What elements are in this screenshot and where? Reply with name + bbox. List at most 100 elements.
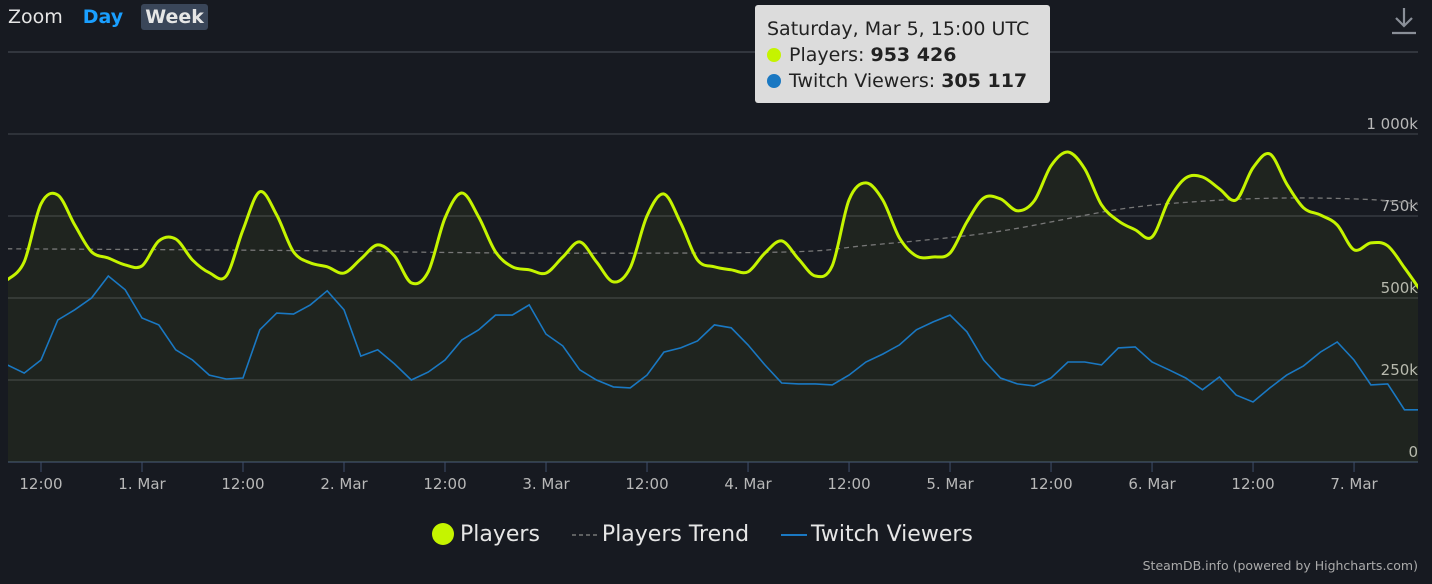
legend-label: Players Trend: [601, 521, 750, 547]
twitch-point: [409, 378, 413, 382]
players-point: [1201, 175, 1205, 179]
twitch-point: [510, 313, 514, 317]
zoom-label: Zoom: [8, 6, 63, 28]
twitch-point: [578, 368, 582, 372]
twitch-point: [174, 348, 178, 352]
players-point: [662, 192, 666, 196]
players-point: [999, 197, 1003, 201]
twitch-point: [662, 350, 666, 354]
legend-label: Twitch Viewers: [811, 521, 973, 547]
players-point: [39, 202, 43, 206]
players-point: [1100, 203, 1104, 207]
players-point: [258, 190, 262, 194]
x-tick-label: 12:00: [625, 475, 668, 493]
x-tick-label: 2. Mar: [320, 475, 368, 493]
players-point: [948, 251, 952, 255]
twitch-point: [1268, 386, 1272, 390]
twitch-point: [561, 344, 565, 348]
players-point: [1116, 219, 1120, 223]
twitch-point: [1133, 345, 1137, 349]
twitch-point: [1184, 376, 1188, 380]
zoom-day-button[interactable]: Day: [82, 6, 124, 28]
twitch-point: [1201, 388, 1205, 392]
players-point: [561, 255, 565, 259]
players-point: [1251, 166, 1255, 170]
y-tick-label: 0: [1408, 443, 1418, 461]
players-point: [729, 268, 733, 272]
players-point: [359, 257, 363, 261]
twitch-point: [106, 274, 110, 278]
players-point: [813, 274, 817, 278]
twitch-point: [864, 360, 868, 364]
players-point: [308, 261, 312, 265]
players-point: [275, 213, 279, 217]
twitch-point: [1302, 364, 1306, 368]
twitch-point: [1217, 375, 1221, 379]
tooltip-title: Saturday, Mar 5, 15:00 UTC: [767, 18, 1030, 40]
twitch-point: [1285, 373, 1289, 377]
twitch-point: [679, 346, 683, 350]
twitch-point: [376, 348, 380, 352]
x-tick-label: 5. Mar: [926, 475, 974, 493]
players-point: [89, 250, 93, 254]
players-point: [1352, 248, 1356, 252]
players-point: [174, 237, 178, 241]
twitch-point: [881, 352, 885, 356]
twitch-point: [914, 328, 918, 332]
twitch-point: [1066, 360, 1070, 364]
twitch-point: [696, 339, 700, 343]
players-trend-line: [8, 197, 1418, 254]
players-point: [376, 243, 380, 247]
legend-item-players-trend[interactable]: Players Trend: [570, 521, 749, 547]
players-point: [1369, 241, 1373, 245]
zoom-week-button[interactable]: Week: [141, 4, 208, 30]
players-point: [898, 236, 902, 240]
players-point: [140, 264, 144, 268]
twitch-point: [847, 373, 851, 377]
players-point: [460, 191, 464, 195]
twitch-point: [746, 343, 750, 347]
y-tick-label: 1 000k: [1366, 115, 1418, 133]
twitch-point: [1352, 358, 1356, 362]
players-point: [1285, 182, 1289, 186]
players-point: [696, 258, 700, 262]
players-point: [1386, 244, 1390, 248]
twitch-point: [191, 358, 195, 362]
twitch-point: [426, 370, 430, 374]
twitch-point: [1386, 382, 1390, 386]
legend-line-icon: [781, 534, 808, 536]
players-point: [494, 250, 498, 254]
twitch-point: [1369, 383, 1373, 387]
zoom-bar: Zoom Day Week: [8, 4, 222, 30]
players-point: [830, 264, 834, 268]
players-point: [628, 266, 632, 270]
twitch-point: [477, 328, 481, 332]
twitch-point: [1335, 340, 1339, 344]
legend-label: Players: [460, 521, 540, 547]
y-tick-label: 750k: [1381, 197, 1419, 215]
twitch-point: [39, 358, 43, 362]
players-point: [1268, 152, 1272, 156]
players-point: [544, 271, 548, 275]
players-point: [191, 258, 195, 262]
players-point: [965, 220, 969, 224]
legend-item-players[interactable]: Players: [430, 521, 540, 547]
twitch-point: [712, 323, 716, 327]
twitch-point: [22, 371, 26, 375]
players-point: [207, 271, 211, 275]
players-point: [679, 221, 683, 225]
players-point: [1083, 167, 1087, 171]
twitch-point: [1049, 376, 1053, 380]
twitch-point: [1015, 382, 1019, 386]
twitch-point: [359, 354, 363, 358]
twitch-point: [763, 363, 767, 367]
x-tick-label: 3. Mar: [522, 475, 570, 493]
credit-link[interactable]: SteamDB.info (powered by Highcharts.com): [1142, 558, 1418, 573]
players-point: [224, 274, 228, 278]
twitch-point: [611, 385, 615, 389]
players-point: [881, 198, 885, 202]
legend-item-twitch-viewers[interactable]: Twitch Viewers: [779, 521, 973, 547]
download-icon[interactable]: [1390, 6, 1418, 36]
players-point: [325, 265, 329, 269]
players-point: [123, 263, 127, 267]
